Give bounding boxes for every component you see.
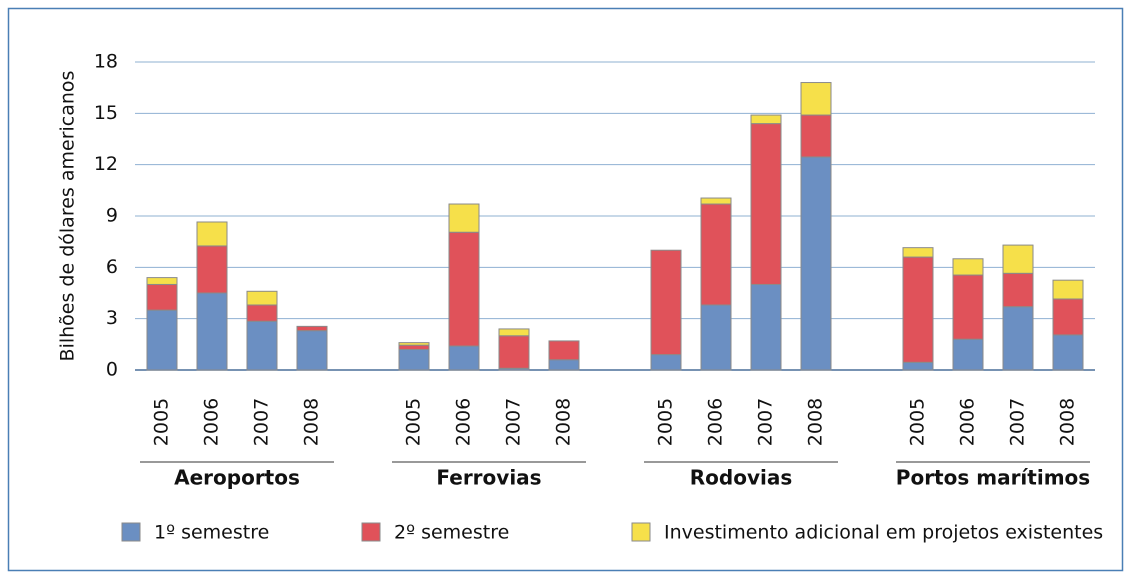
bar-segment — [750, 283, 782, 371]
x-tick-label: 2005 — [907, 398, 929, 446]
bar-segment — [902, 361, 934, 371]
bar-segment — [902, 247, 934, 258]
bar-segment — [750, 123, 782, 285]
bar-segment — [146, 309, 178, 371]
bar-segment — [1052, 279, 1084, 300]
bar-segment — [296, 325, 328, 332]
bar-segment — [1002, 272, 1034, 308]
x-tick-label: 2008 — [1057, 398, 1079, 446]
x-tick-label: 2008 — [301, 398, 323, 446]
frame — [7, 7, 1124, 572]
bar-segment — [398, 344, 430, 350]
bar-segment — [548, 340, 580, 361]
bar-segment — [800, 114, 832, 158]
bar-segment — [498, 335, 530, 369]
bar-segment — [650, 354, 682, 371]
legend-swatch — [121, 522, 141, 542]
x-tick-label: 2006 — [705, 398, 727, 446]
bar-segment — [146, 277, 178, 285]
group-label: Aeroportos — [174, 466, 300, 490]
bar-segment — [1002, 244, 1034, 274]
y-tick-label: 0 — [106, 359, 118, 381]
bar-segment — [398, 342, 430, 346]
bar-segment — [246, 290, 278, 306]
bar-segment — [196, 221, 228, 247]
x-tick-label: 2006 — [201, 398, 223, 446]
y-tick-label: 12 — [94, 153, 118, 175]
bar-segment — [246, 304, 278, 322]
bar-segment — [800, 156, 832, 371]
group-label: Portos marítimos — [896, 466, 1090, 490]
bar-segment — [296, 330, 328, 371]
bar-segment — [952, 258, 984, 276]
bar-segment — [548, 359, 580, 371]
bar-segment — [1002, 306, 1034, 371]
x-tick-label: 2007 — [251, 398, 273, 446]
group-label: Rodovias — [690, 466, 793, 490]
x-tick-label: 2008 — [553, 398, 575, 446]
bar-segment — [398, 348, 430, 371]
bar-segment — [700, 304, 732, 371]
x-tick-label: 2007 — [503, 398, 525, 446]
y-tick-label: 3 — [106, 307, 118, 329]
bar-segment — [800, 82, 832, 116]
y-tick-label: 15 — [94, 102, 118, 124]
bar-segment — [750, 114, 782, 125]
bar-segment — [1052, 334, 1084, 371]
y-axis-label: Bilhões de dólares americanos — [57, 71, 79, 362]
bar-segment — [448, 345, 480, 371]
bar-segment — [700, 203, 732, 306]
group-label: Ferrovias — [436, 466, 541, 490]
bar-segment — [246, 320, 278, 371]
bar-segment — [196, 292, 228, 371]
bar-segment — [902, 256, 934, 363]
bar-segment — [1052, 298, 1084, 336]
y-tick-label: 18 — [94, 51, 118, 73]
bar-segment — [952, 338, 984, 371]
bar-segment — [448, 231, 480, 347]
x-tick-label: 2005 — [403, 398, 425, 446]
bar-segment — [448, 203, 480, 233]
legend-swatch — [631, 522, 651, 542]
x-tick-label: 2008 — [805, 398, 827, 446]
x-tick-label: 2005 — [151, 398, 173, 446]
bar-segment — [498, 328, 530, 337]
bar-segment — [952, 274, 984, 340]
bar-segment — [146, 283, 178, 311]
legend-swatch — [361, 522, 381, 542]
bar-segment — [196, 245, 228, 294]
x-tick-label: 2006 — [957, 398, 979, 446]
x-tick-label: 2007 — [755, 398, 777, 446]
y-tick-label: 6 — [106, 256, 118, 278]
bar-segment — [700, 197, 732, 205]
legend-label: Investimento adicional em projetos exist… — [664, 522, 1103, 544]
legend-label: 1º semestre — [154, 522, 269, 544]
x-tick-label: 2007 — [1007, 398, 1029, 446]
bar-segment — [650, 249, 682, 356]
x-tick-label: 2005 — [655, 398, 677, 446]
legend-label: 2º semestre — [394, 522, 509, 544]
x-tick-label: 2006 — [453, 398, 475, 446]
y-tick-label: 9 — [106, 205, 118, 227]
